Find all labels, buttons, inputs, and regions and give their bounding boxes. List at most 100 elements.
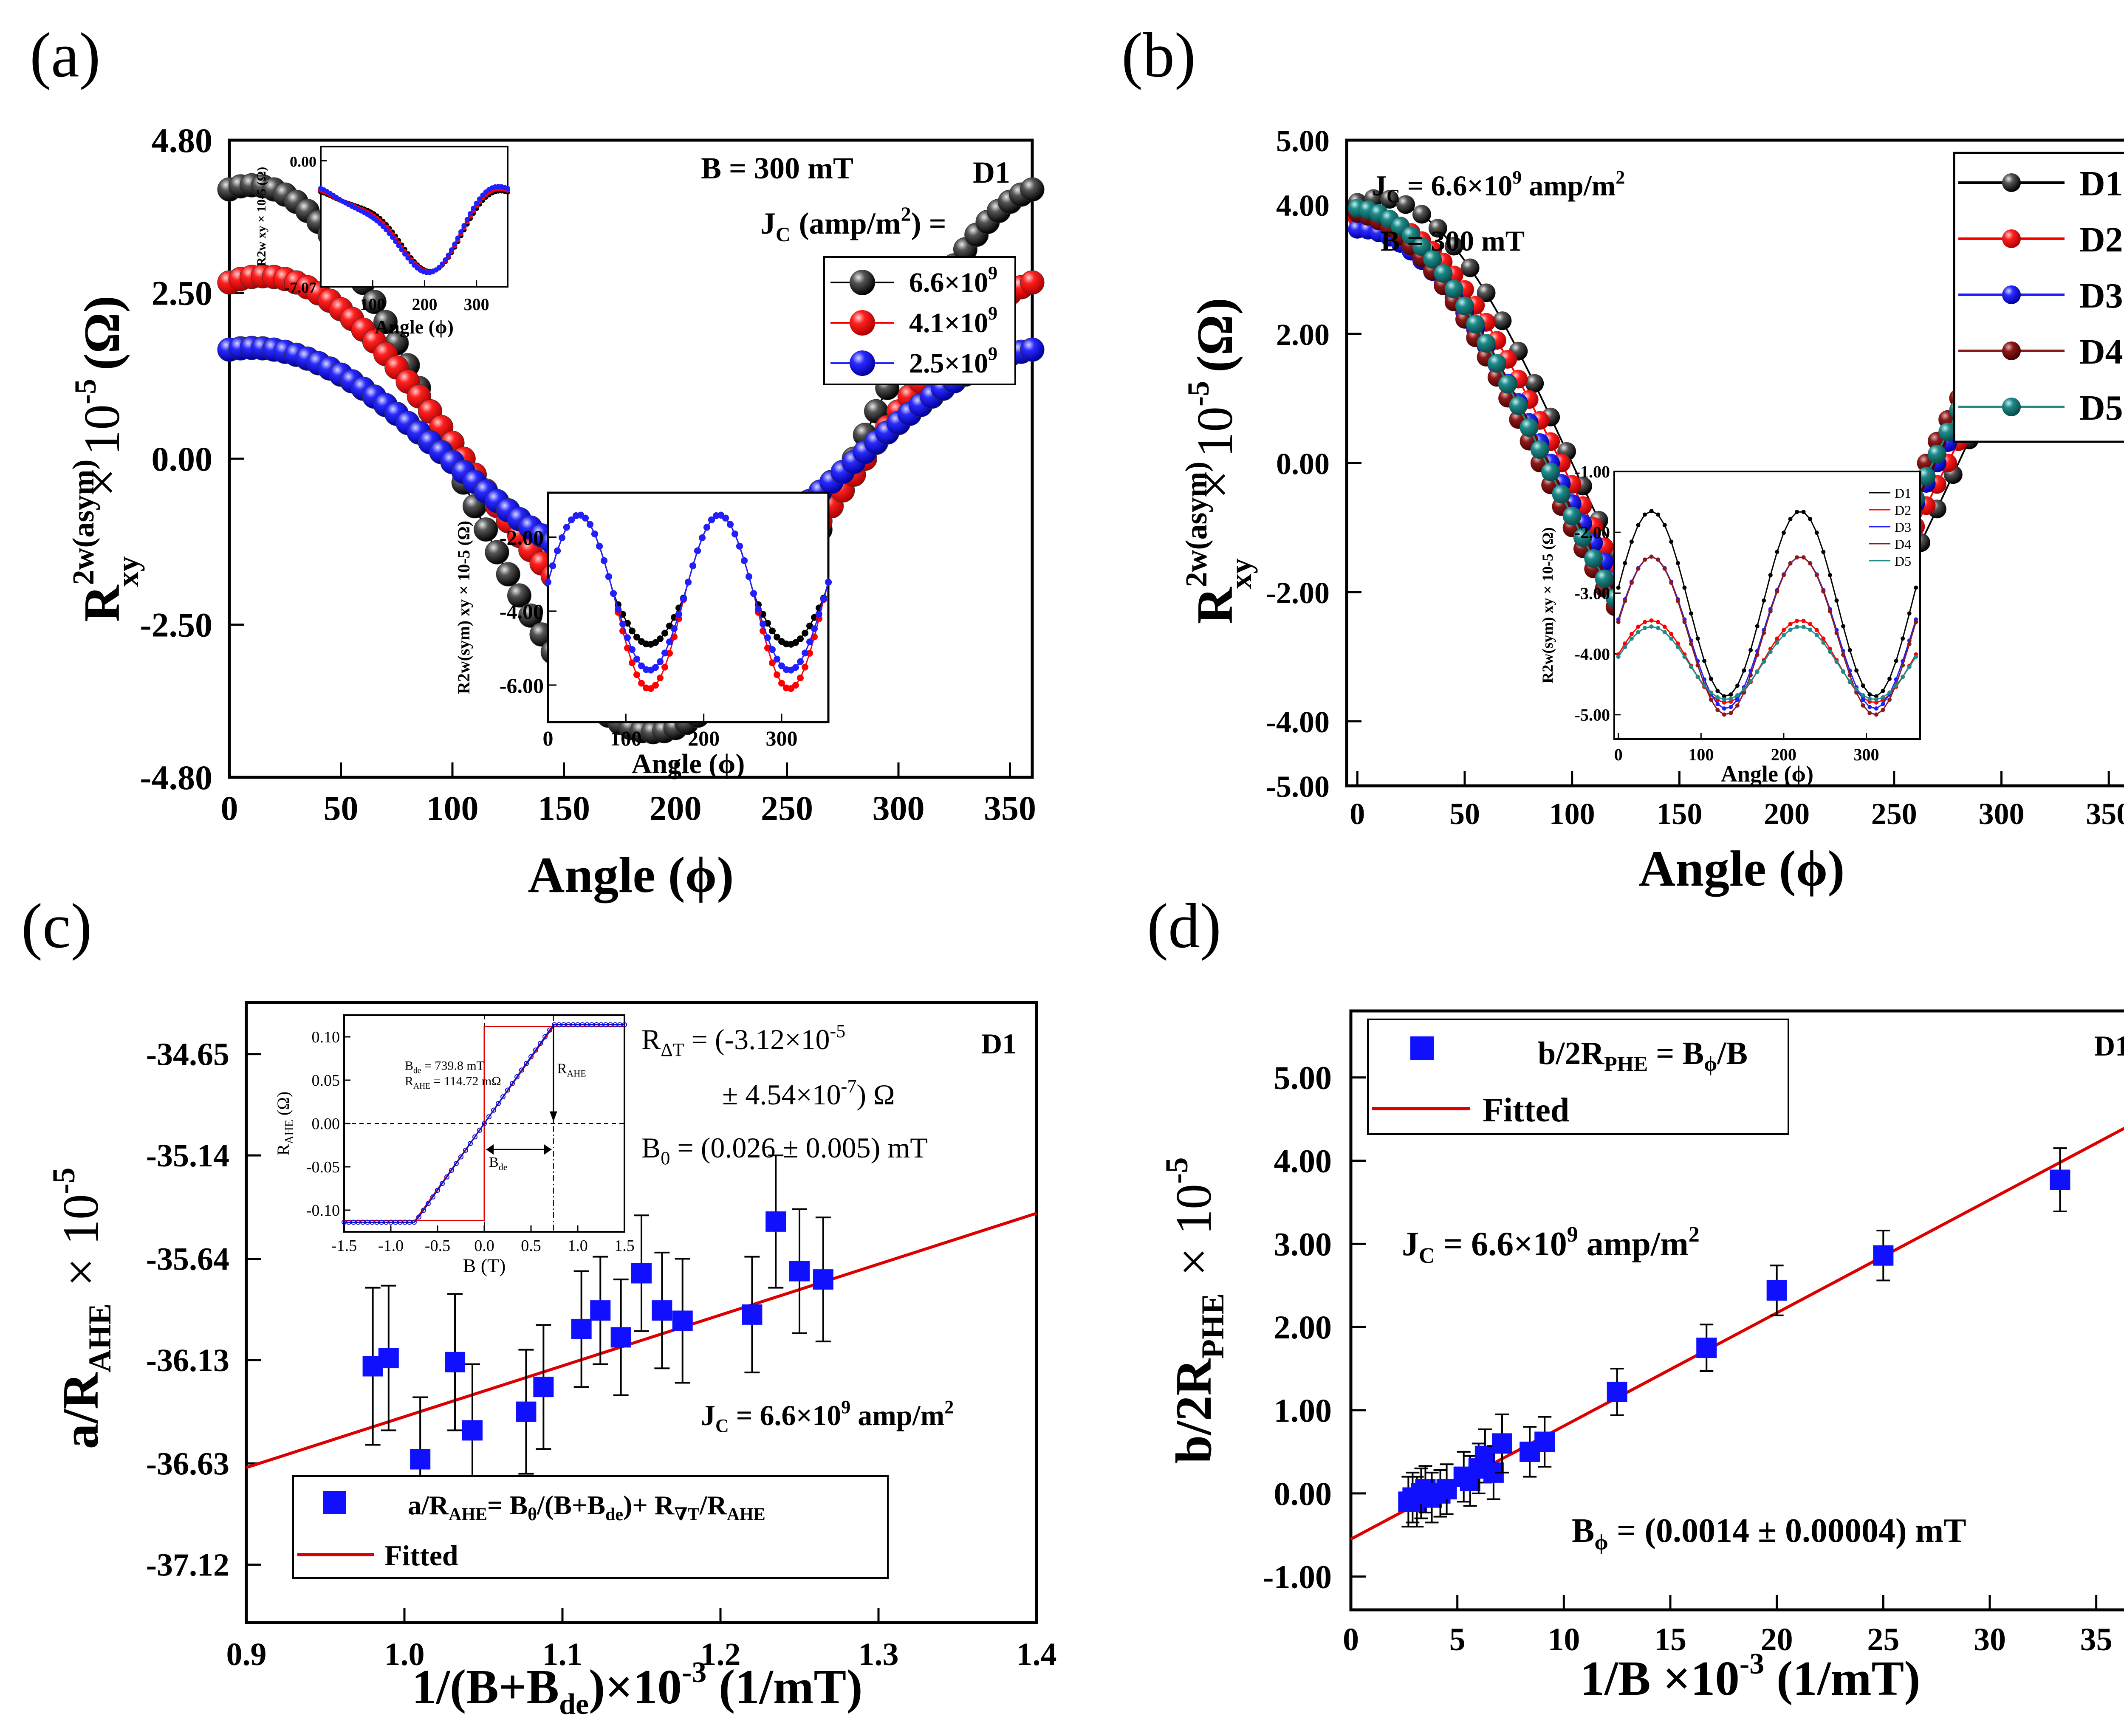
x-tick-label: 1.3 [859, 1637, 899, 1672]
inset-point [666, 638, 673, 646]
y-axis-label: a/RAHE× 10-5 [46, 1168, 118, 1449]
inset-point [1729, 692, 1733, 697]
inset-x-tick-label: 100 [610, 726, 642, 750]
inset-point [1881, 689, 1885, 693]
inset-point [797, 675, 804, 682]
data-point [1541, 462, 1560, 481]
inset-point [661, 629, 668, 637]
inset-point [746, 573, 752, 580]
inset-point [1814, 531, 1819, 535]
inset-point [1643, 626, 1647, 630]
data-point [1573, 528, 1592, 547]
inset-point [587, 521, 593, 528]
inset-point [1729, 699, 1733, 704]
inset-point [1675, 645, 1680, 649]
legend-label: 2.5×109 [909, 343, 997, 379]
jc-annotation: JC = 6.6×109 amp/m2 [1372, 167, 1625, 206]
inset-point [1623, 645, 1627, 649]
inset-point [1841, 624, 1846, 629]
x-tick-label: 1.2 [700, 1637, 741, 1672]
inset-point [1847, 673, 1852, 677]
inset-point [1768, 649, 1773, 654]
inset-point [820, 595, 827, 602]
data-point [445, 1352, 466, 1372]
x-tick-label: 15 [1654, 1622, 1686, 1657]
inset-point [461, 223, 467, 229]
data-point [440, 1181, 445, 1186]
inset-point [680, 595, 687, 602]
inset-point [1643, 557, 1647, 562]
inset-point [1629, 632, 1634, 636]
inset-point [1775, 636, 1779, 641]
inset-point [1861, 703, 1865, 708]
data-point [430, 1194, 435, 1200]
inset-point [694, 547, 701, 554]
inset-point [443, 257, 448, 263]
inset-y-tick-label: -0.05 [306, 1158, 340, 1176]
inset-point [792, 639, 799, 646]
inset-point [1907, 611, 1912, 616]
data-point [1444, 279, 1463, 299]
inset-point [464, 217, 470, 222]
inset-point [387, 231, 392, 236]
inset-bottom: 0 100 200 300 -2.00 -4.00 -6.00 Angle (ϕ) R2w(sy… [454, 511, 832, 779]
inset-point [1623, 561, 1627, 565]
data-point [1520, 418, 1539, 437]
y-tick-label: 1.00 [1274, 1392, 1332, 1429]
inset-point [1755, 624, 1760, 629]
bde-arrow-label: Bde [489, 1155, 508, 1172]
inset-point [1695, 663, 1700, 668]
inset-x-tick-label: -1.5 [331, 1237, 357, 1255]
inset-point [1907, 665, 1912, 669]
inset-point [1795, 624, 1799, 629]
panel-c: -34.65 -35.14 -35.64 -36.13 -36.63 -37.12 0.9… [46, 1001, 1057, 1721]
inset-point [1682, 585, 1687, 590]
inset-point [1795, 618, 1799, 623]
inset-point [1854, 690, 1859, 695]
x-tick-label: 50 [324, 789, 359, 827]
y-tick-label: -36.13 [146, 1343, 229, 1378]
inset-point [1662, 624, 1667, 629]
inset-point [1914, 620, 1918, 624]
x-tick-label: 200 [1764, 797, 1810, 831]
x-tick-label: 0.9 [226, 1637, 267, 1672]
y-tick-label: 5.00 [1274, 1059, 1332, 1096]
legend-label-fitted: Fitted [1483, 1092, 1569, 1129]
data-point [1436, 1479, 1457, 1500]
data-point [416, 1214, 421, 1219]
inset-point [1795, 510, 1799, 514]
inset-point [554, 547, 561, 554]
data-point [1455, 296, 1474, 316]
inset-point [1808, 561, 1813, 566]
data-point [378, 1348, 399, 1369]
inset-point [1841, 669, 1846, 674]
legend-marker-square [323, 1491, 346, 1514]
inset-point [741, 557, 748, 564]
legend-label: D4 [2079, 332, 2123, 372]
x-ticks: 0 50 100 150 200 250 300 350 [221, 762, 1036, 827]
plot-frame [245, 1001, 1038, 1624]
inset-point [591, 531, 598, 538]
panel-d: 5.00 4.00 3.00 2.00 1.00 0.00 -1.00 0 5 10 15 20 25… [1159, 1009, 2124, 1705]
inset-point [1709, 690, 1713, 695]
data-point [1380, 190, 1399, 209]
inset-x-label: B (T) [463, 1255, 506, 1276]
inset-point [1755, 669, 1760, 674]
inset-x-tick-label: -1.0 [378, 1237, 404, 1255]
rdt-annotation-line2: ± 4.54×10-7) Ω [722, 1076, 895, 1111]
jc-annotation: JC = 6.6×109 amp/m2 [701, 1397, 954, 1436]
inset-y-label: RAHE (Ω) [274, 1092, 296, 1156]
inset-point [769, 659, 776, 666]
x-tick-label: 300 [873, 789, 925, 827]
data-point [1477, 283, 1496, 302]
inset-point [1847, 679, 1852, 683]
data-point [507, 583, 531, 608]
inset: -1.5 -1.0 -0.5 0.0 0.5 1.0 1.5 0.10 0.05 0.00 -0.0… [274, 1015, 635, 1276]
inset-point [629, 646, 636, 653]
inset-point [1709, 697, 1713, 702]
legend-label: D5 [2079, 388, 2123, 428]
inset-point [1867, 692, 1872, 697]
inset-point [1887, 697, 1892, 702]
inset-point [1914, 585, 1918, 590]
data-point [1696, 1338, 1717, 1358]
